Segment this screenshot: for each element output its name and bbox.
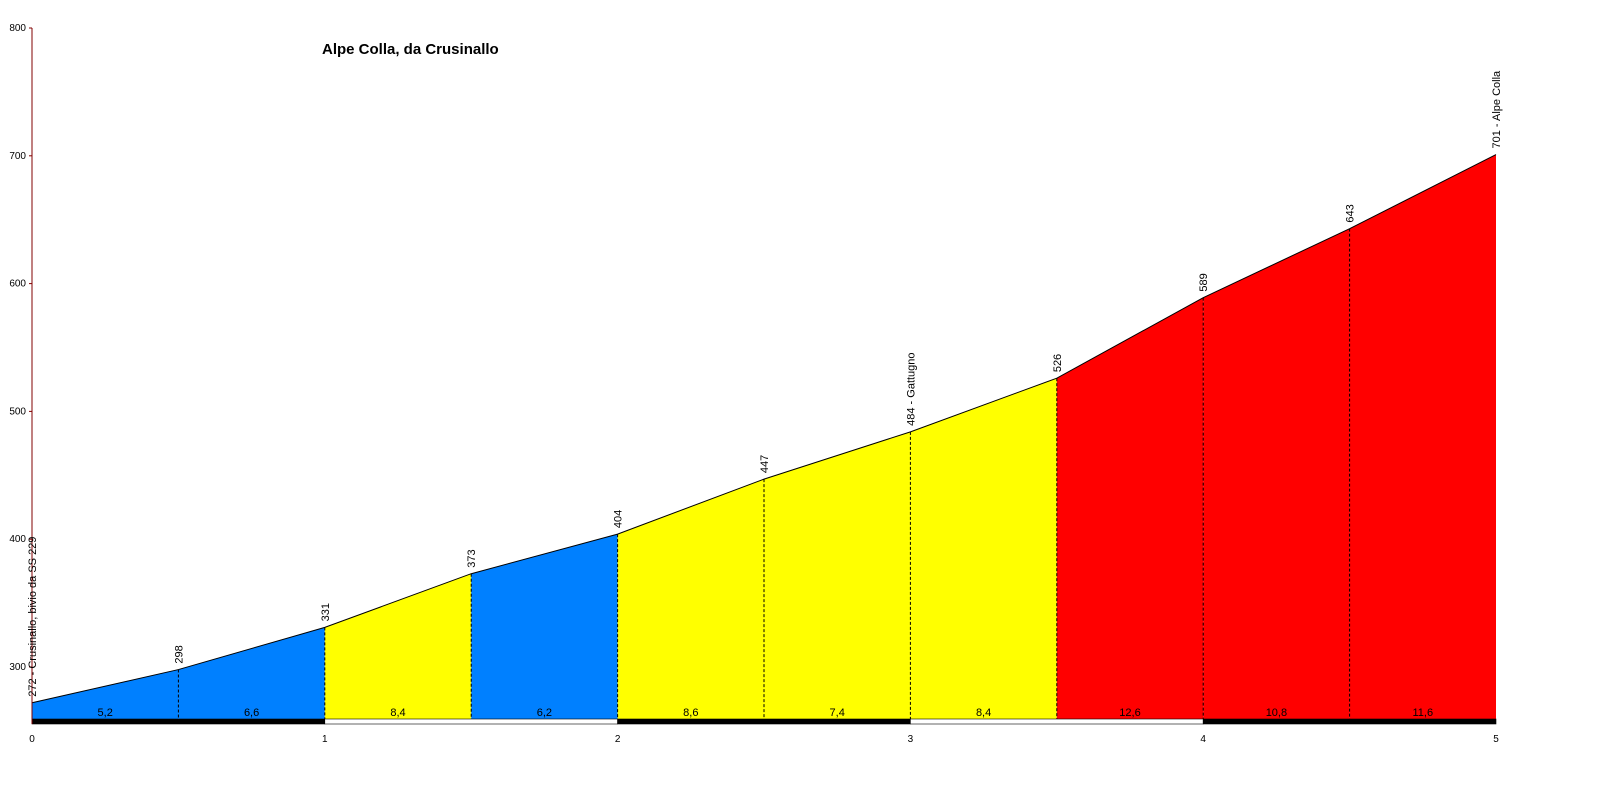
- profile-segment-3: [324, 573, 472, 719]
- km-dividers-layer: [177, 228, 1351, 719]
- grade-labels-layer: 5,2 6,6 8,4 6,2 8,6 7,4 8,4 12,6 10,8 11,6: [98, 707, 1434, 719]
- elevation-label-11: 701 - Alpe Colla: [1491, 70, 1503, 149]
- km-bar-2: [324, 718, 618, 725]
- grade-label-9: 10,8: [1266, 707, 1287, 719]
- y-tick-label-400: 400: [9, 534, 26, 545]
- x-tick-label-4: 4: [1200, 734, 1206, 745]
- segments-layer: [32, 154, 1496, 720]
- elevation-label-3: 331: [320, 603, 332, 621]
- grade-label-3: 8,4: [390, 707, 405, 719]
- km-bar-4: [910, 718, 1204, 725]
- profile-segment-10: [1349, 154, 1496, 720]
- elevation-label-6: 447: [759, 455, 771, 473]
- elevation-label-10: 643: [1345, 204, 1357, 222]
- grade-label-4: 6,2: [537, 707, 552, 719]
- elevation-label-5: 404: [613, 510, 625, 528]
- elevation-label-7: 484 - Gattugno: [905, 352, 917, 425]
- profile-segment-6: [764, 431, 911, 719]
- x-tick-label-1: 1: [322, 734, 328, 745]
- grade-label-6: 7,4: [830, 707, 845, 719]
- elevation-label-2: 298: [173, 645, 185, 663]
- profile-segment-1: [32, 669, 179, 719]
- grade-label-7: 8,4: [976, 707, 991, 719]
- elevation-label-1: 272 - Crusinallo, bivio da SS 229: [27, 537, 39, 697]
- km-bar-3: [617, 718, 911, 725]
- x-tick-label-5: 5: [1493, 734, 1499, 745]
- chart-title: Alpe Colla, da Crusinallo: [322, 41, 499, 58]
- profile-segment-9: [1203, 228, 1350, 719]
- profile-segment-5: [617, 479, 764, 719]
- km-bar-layer: [31, 718, 1497, 725]
- y-tick-label-800: 800: [9, 23, 26, 34]
- profile-segment-8: [1056, 297, 1204, 719]
- profile-segment-4: [471, 534, 618, 719]
- profile-segment-2: [178, 627, 325, 719]
- y-tick-label-700: 700: [9, 151, 26, 162]
- x-tick-label-2: 2: [615, 734, 621, 745]
- elevation-labels-layer: 272 - Crusinallo, bivio da SS 229 298 331 3…: [27, 70, 1503, 697]
- elevation-label-8: 526: [1052, 354, 1064, 372]
- grade-label-10: 11,6: [1413, 707, 1434, 719]
- y-tick-label-500: 500: [9, 406, 26, 417]
- elevation-label-9: 589: [1198, 273, 1210, 291]
- grade-label-2: 6,6: [244, 707, 259, 719]
- y-tick-label-600: 600: [9, 279, 26, 290]
- km-bar-1: [31, 718, 326, 725]
- profile-segment-7: [910, 378, 1057, 719]
- y-ticks-layer: 300 400 500 600 700 800: [9, 23, 32, 673]
- km-bar-5: [1202, 718, 1497, 725]
- elevation-label-4: 373: [466, 549, 478, 567]
- grade-label-5: 8,6: [683, 707, 698, 719]
- x-ticks-layer: 0 1 2 3 4 5: [29, 734, 1499, 745]
- grade-label-8: 12,6: [1119, 707, 1140, 719]
- x-tick-label-3: 3: [908, 734, 914, 745]
- grade-label-1: 5,2: [98, 707, 113, 719]
- y-tick-label-300: 300: [9, 662, 26, 673]
- x-tick-label-0: 0: [29, 734, 35, 745]
